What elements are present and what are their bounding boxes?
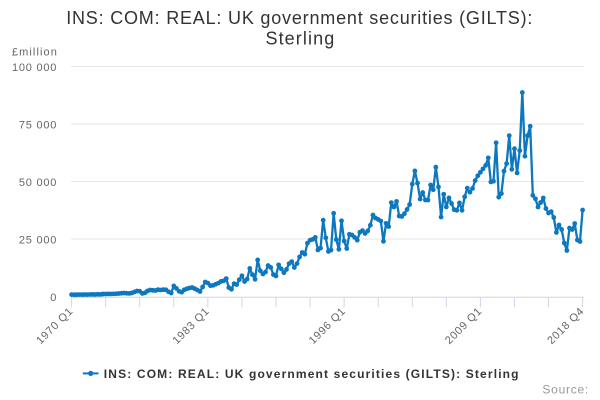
svg-text:Source:: Source: bbox=[542, 383, 589, 397]
svg-text:0: 0 bbox=[50, 292, 57, 304]
svg-text:50 000: 50 000 bbox=[19, 177, 57, 189]
svg-text:Sterling: Sterling bbox=[265, 29, 335, 49]
svg-text:£million: £million bbox=[12, 47, 58, 59]
svg-text:INS: COM: REAL: UK government: INS: COM: REAL: UK government securities… bbox=[104, 367, 520, 381]
svg-text:100 000: 100 000 bbox=[12, 62, 57, 74]
svg-text:INS: COM: REAL: UK government: INS: COM: REAL: UK government securities… bbox=[66, 8, 533, 28]
svg-text:25 000: 25 000 bbox=[19, 235, 57, 247]
svg-text:75 000: 75 000 bbox=[19, 120, 57, 132]
